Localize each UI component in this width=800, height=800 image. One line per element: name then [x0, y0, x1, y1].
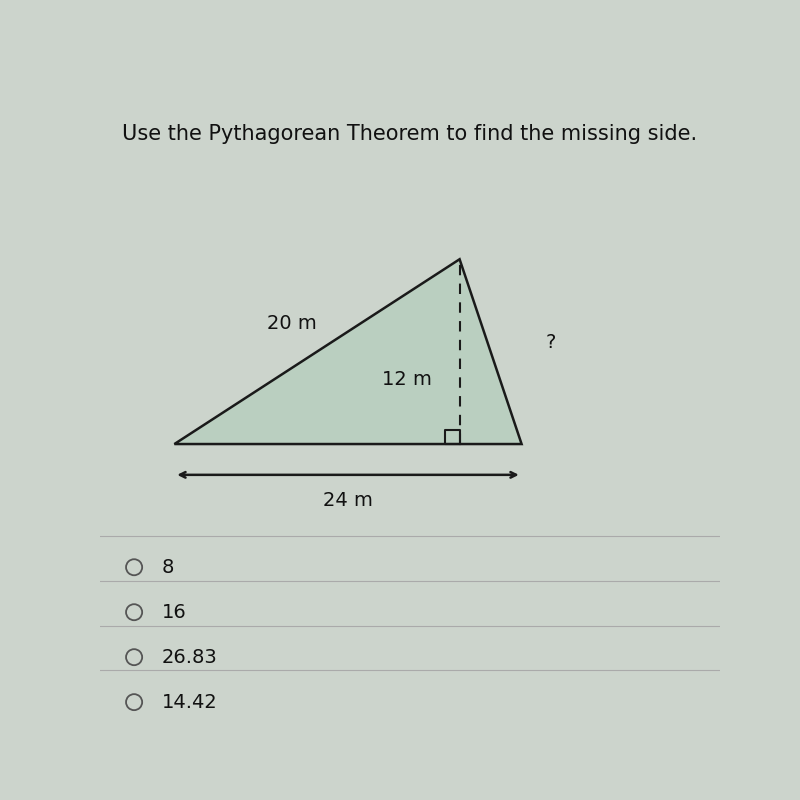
Text: 20 m: 20 m — [267, 314, 317, 334]
Text: 8: 8 — [162, 558, 174, 577]
Text: 14.42: 14.42 — [162, 693, 218, 712]
Text: 26.83: 26.83 — [162, 648, 218, 666]
Polygon shape — [174, 259, 522, 444]
Text: ?: ? — [545, 333, 555, 352]
Text: Use the Pythagorean Theorem to find the missing side.: Use the Pythagorean Theorem to find the … — [122, 124, 698, 144]
Text: 16: 16 — [162, 602, 186, 622]
Text: 24 m: 24 m — [323, 491, 373, 510]
Text: 12 m: 12 m — [382, 370, 432, 389]
